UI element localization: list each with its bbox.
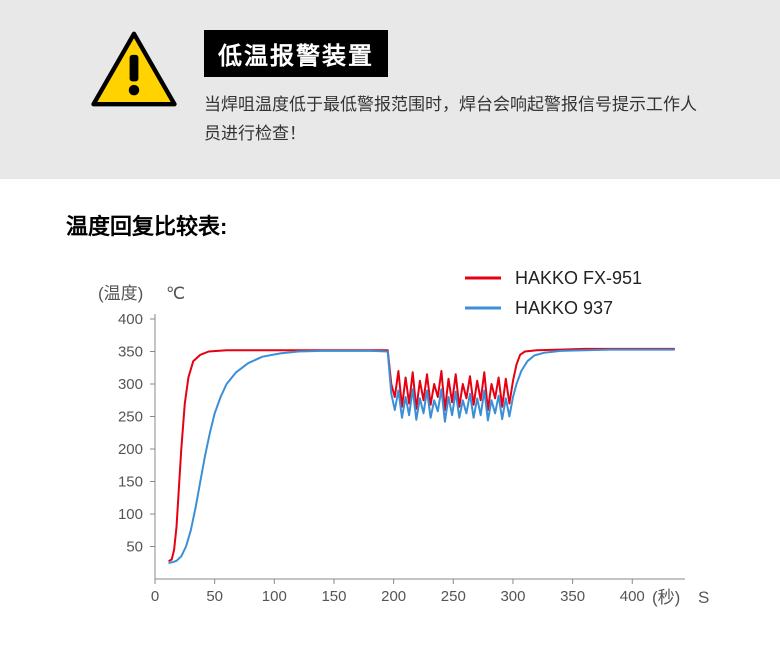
x-tick-label: 350 <box>560 588 585 605</box>
header-text-block: 低温报警装置 当焊咀温度低于最低警报范围时，焊台会响起警报信号提示工作人员进行检… <box>204 30 710 149</box>
chart-title: 温度回复比较表: <box>66 209 730 241</box>
chart-container: (温度) ℃ 50 100 150 200 250 300 350 400 0 50 100 150 200… <box>60 259 730 639</box>
y-tick-label: 300 <box>118 376 143 393</box>
legend-label: HAKKO 937 <box>515 298 613 318</box>
y-axis-label-paren: (温度) <box>98 284 143 303</box>
x-tick-label: 100 <box>262 588 287 605</box>
x-axis-label-paren: (秒) <box>652 588 680 607</box>
x-tick-label: 0 <box>151 588 159 605</box>
y-axis-label-unit: ℃ <box>166 284 185 303</box>
y-tick-label: 50 <box>126 538 143 555</box>
warning-triangle-icon <box>90 30 178 108</box>
y-tick-label: 200 <box>118 441 143 458</box>
y-tick-label: 250 <box>118 408 143 425</box>
y-tick-label: 150 <box>118 473 143 490</box>
temperature-recovery-chart: (温度) ℃ 50 100 150 200 250 300 350 400 0 50 100 150 200… <box>60 259 720 639</box>
x-tick-label: 400 <box>620 588 645 605</box>
alert-header: 低温报警装置 当焊咀温度低于最低警报范围时，焊台会响起警报信号提示工作人员进行检… <box>0 0 780 179</box>
y-tick-label: 100 <box>118 506 143 523</box>
x-tick-label: 150 <box>321 588 346 605</box>
series-line <box>169 349 674 562</box>
header-description: 当焊咀温度低于最低警报范围时，焊台会响起警报信号提示工作人员进行检查！ <box>204 91 710 149</box>
x-tick-label: 50 <box>206 588 223 605</box>
x-tick-label: 300 <box>500 588 525 605</box>
chart-section: 温度回复比较表: (温度) ℃ 50 100 150 200 250 300 350 400 0 50… <box>0 179 780 669</box>
legend-label: HAKKO FX-951 <box>515 268 642 288</box>
y-tick-label: 400 <box>118 311 143 328</box>
header-title: 低温报警装置 <box>204 30 388 77</box>
x-tick-label: 250 <box>441 588 466 605</box>
x-axis-label-unit: S <box>698 588 709 607</box>
x-tick-label: 200 <box>381 588 406 605</box>
y-tick-label: 350 <box>118 343 143 360</box>
series-line <box>169 349 674 561</box>
